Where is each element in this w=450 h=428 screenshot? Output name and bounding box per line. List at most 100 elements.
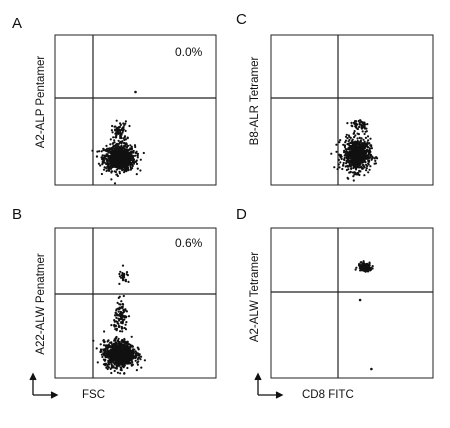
data-point — [374, 159, 377, 162]
data-point — [137, 347, 140, 350]
data-point — [131, 157, 134, 160]
data-point — [100, 353, 103, 356]
data-point — [355, 143, 358, 146]
data-point — [107, 363, 110, 366]
data-point — [370, 266, 373, 269]
data-point — [106, 160, 109, 163]
data-point — [121, 363, 124, 366]
data-point — [358, 136, 361, 139]
data-point — [111, 124, 114, 128]
data-point — [110, 170, 114, 173]
data-point — [115, 316, 118, 319]
data-point — [107, 366, 110, 369]
data-point — [354, 147, 357, 150]
data-point — [358, 173, 361, 177]
data-point — [344, 152, 347, 155]
data-point — [120, 133, 123, 136]
ylabel-c: B8-ALR Tetramer — [249, 57, 261, 146]
data-point — [117, 310, 120, 313]
data-point — [347, 134, 350, 137]
scatter-panel-c — [270, 34, 434, 186]
data-point — [367, 153, 370, 156]
data-point — [107, 168, 110, 171]
data-point — [129, 168, 132, 171]
data-point — [125, 321, 128, 324]
data-point — [121, 343, 124, 346]
data-point — [359, 119, 362, 122]
data-point — [351, 138, 354, 141]
data-point — [356, 149, 359, 152]
xlabel-cd8-fitc: CD8 FITC — [302, 389, 354, 401]
data-point — [130, 335, 133, 338]
data-point — [114, 170, 117, 174]
data-point — [121, 318, 124, 321]
data-point — [119, 318, 122, 321]
data-point — [120, 300, 123, 303]
data-point — [123, 124, 126, 127]
data-point — [113, 319, 116, 322]
data-point — [99, 343, 102, 346]
data-point — [345, 168, 348, 172]
data-point — [114, 361, 117, 364]
data-point — [330, 152, 333, 155]
data-point — [124, 340, 127, 343]
data-point — [134, 353, 137, 356]
data-point — [343, 151, 346, 154]
data-point — [355, 120, 358, 123]
data-point — [135, 150, 138, 153]
data-point — [350, 150, 353, 153]
data-point — [105, 344, 108, 347]
data-point — [369, 144, 372, 147]
data-point — [110, 324, 113, 327]
data-point — [131, 344, 134, 347]
data-point — [126, 137, 129, 140]
data-point — [140, 366, 143, 369]
data-point — [96, 361, 99, 364]
data-point — [136, 363, 139, 366]
data-point — [358, 298, 362, 302]
data-point — [120, 306, 123, 309]
data-point — [119, 372, 122, 375]
data-point — [105, 167, 108, 170]
data-point — [125, 351, 128, 354]
data-point — [368, 262, 371, 265]
data-point — [122, 294, 125, 298]
data-point — [123, 274, 126, 277]
data-point — [123, 171, 126, 174]
data-point — [119, 330, 122, 333]
data-point — [119, 148, 122, 151]
data-point — [114, 339, 117, 342]
data-point — [362, 158, 365, 161]
data-point — [106, 147, 109, 150]
data-point — [121, 169, 124, 172]
data-point — [127, 352, 130, 355]
data-point — [130, 354, 133, 358]
data-point — [119, 346, 122, 349]
data-point — [124, 323, 127, 326]
data-point — [361, 160, 364, 164]
data-point — [135, 355, 138, 358]
data-point — [124, 143, 127, 146]
data-point — [102, 168, 106, 171]
data-point — [119, 162, 122, 165]
data-point — [135, 369, 138, 372]
data-point — [360, 125, 364, 128]
data-point — [120, 325, 123, 329]
data-point — [115, 336, 118, 339]
axis-arrows-right — [254, 372, 284, 399]
data-point — [121, 276, 125, 279]
data-point — [365, 130, 368, 133]
data-point — [103, 157, 106, 160]
data-point — [346, 164, 349, 167]
data-point — [120, 321, 123, 324]
data-point — [353, 122, 356, 125]
data-point — [350, 121, 353, 124]
data-point — [102, 339, 105, 342]
data-point — [368, 151, 371, 154]
data-point — [109, 138, 112, 141]
data-point — [116, 145, 119, 148]
data-point — [358, 160, 361, 163]
data-point — [365, 167, 368, 170]
panel-letter-b: B — [12, 206, 22, 223]
data-point — [121, 356, 124, 359]
